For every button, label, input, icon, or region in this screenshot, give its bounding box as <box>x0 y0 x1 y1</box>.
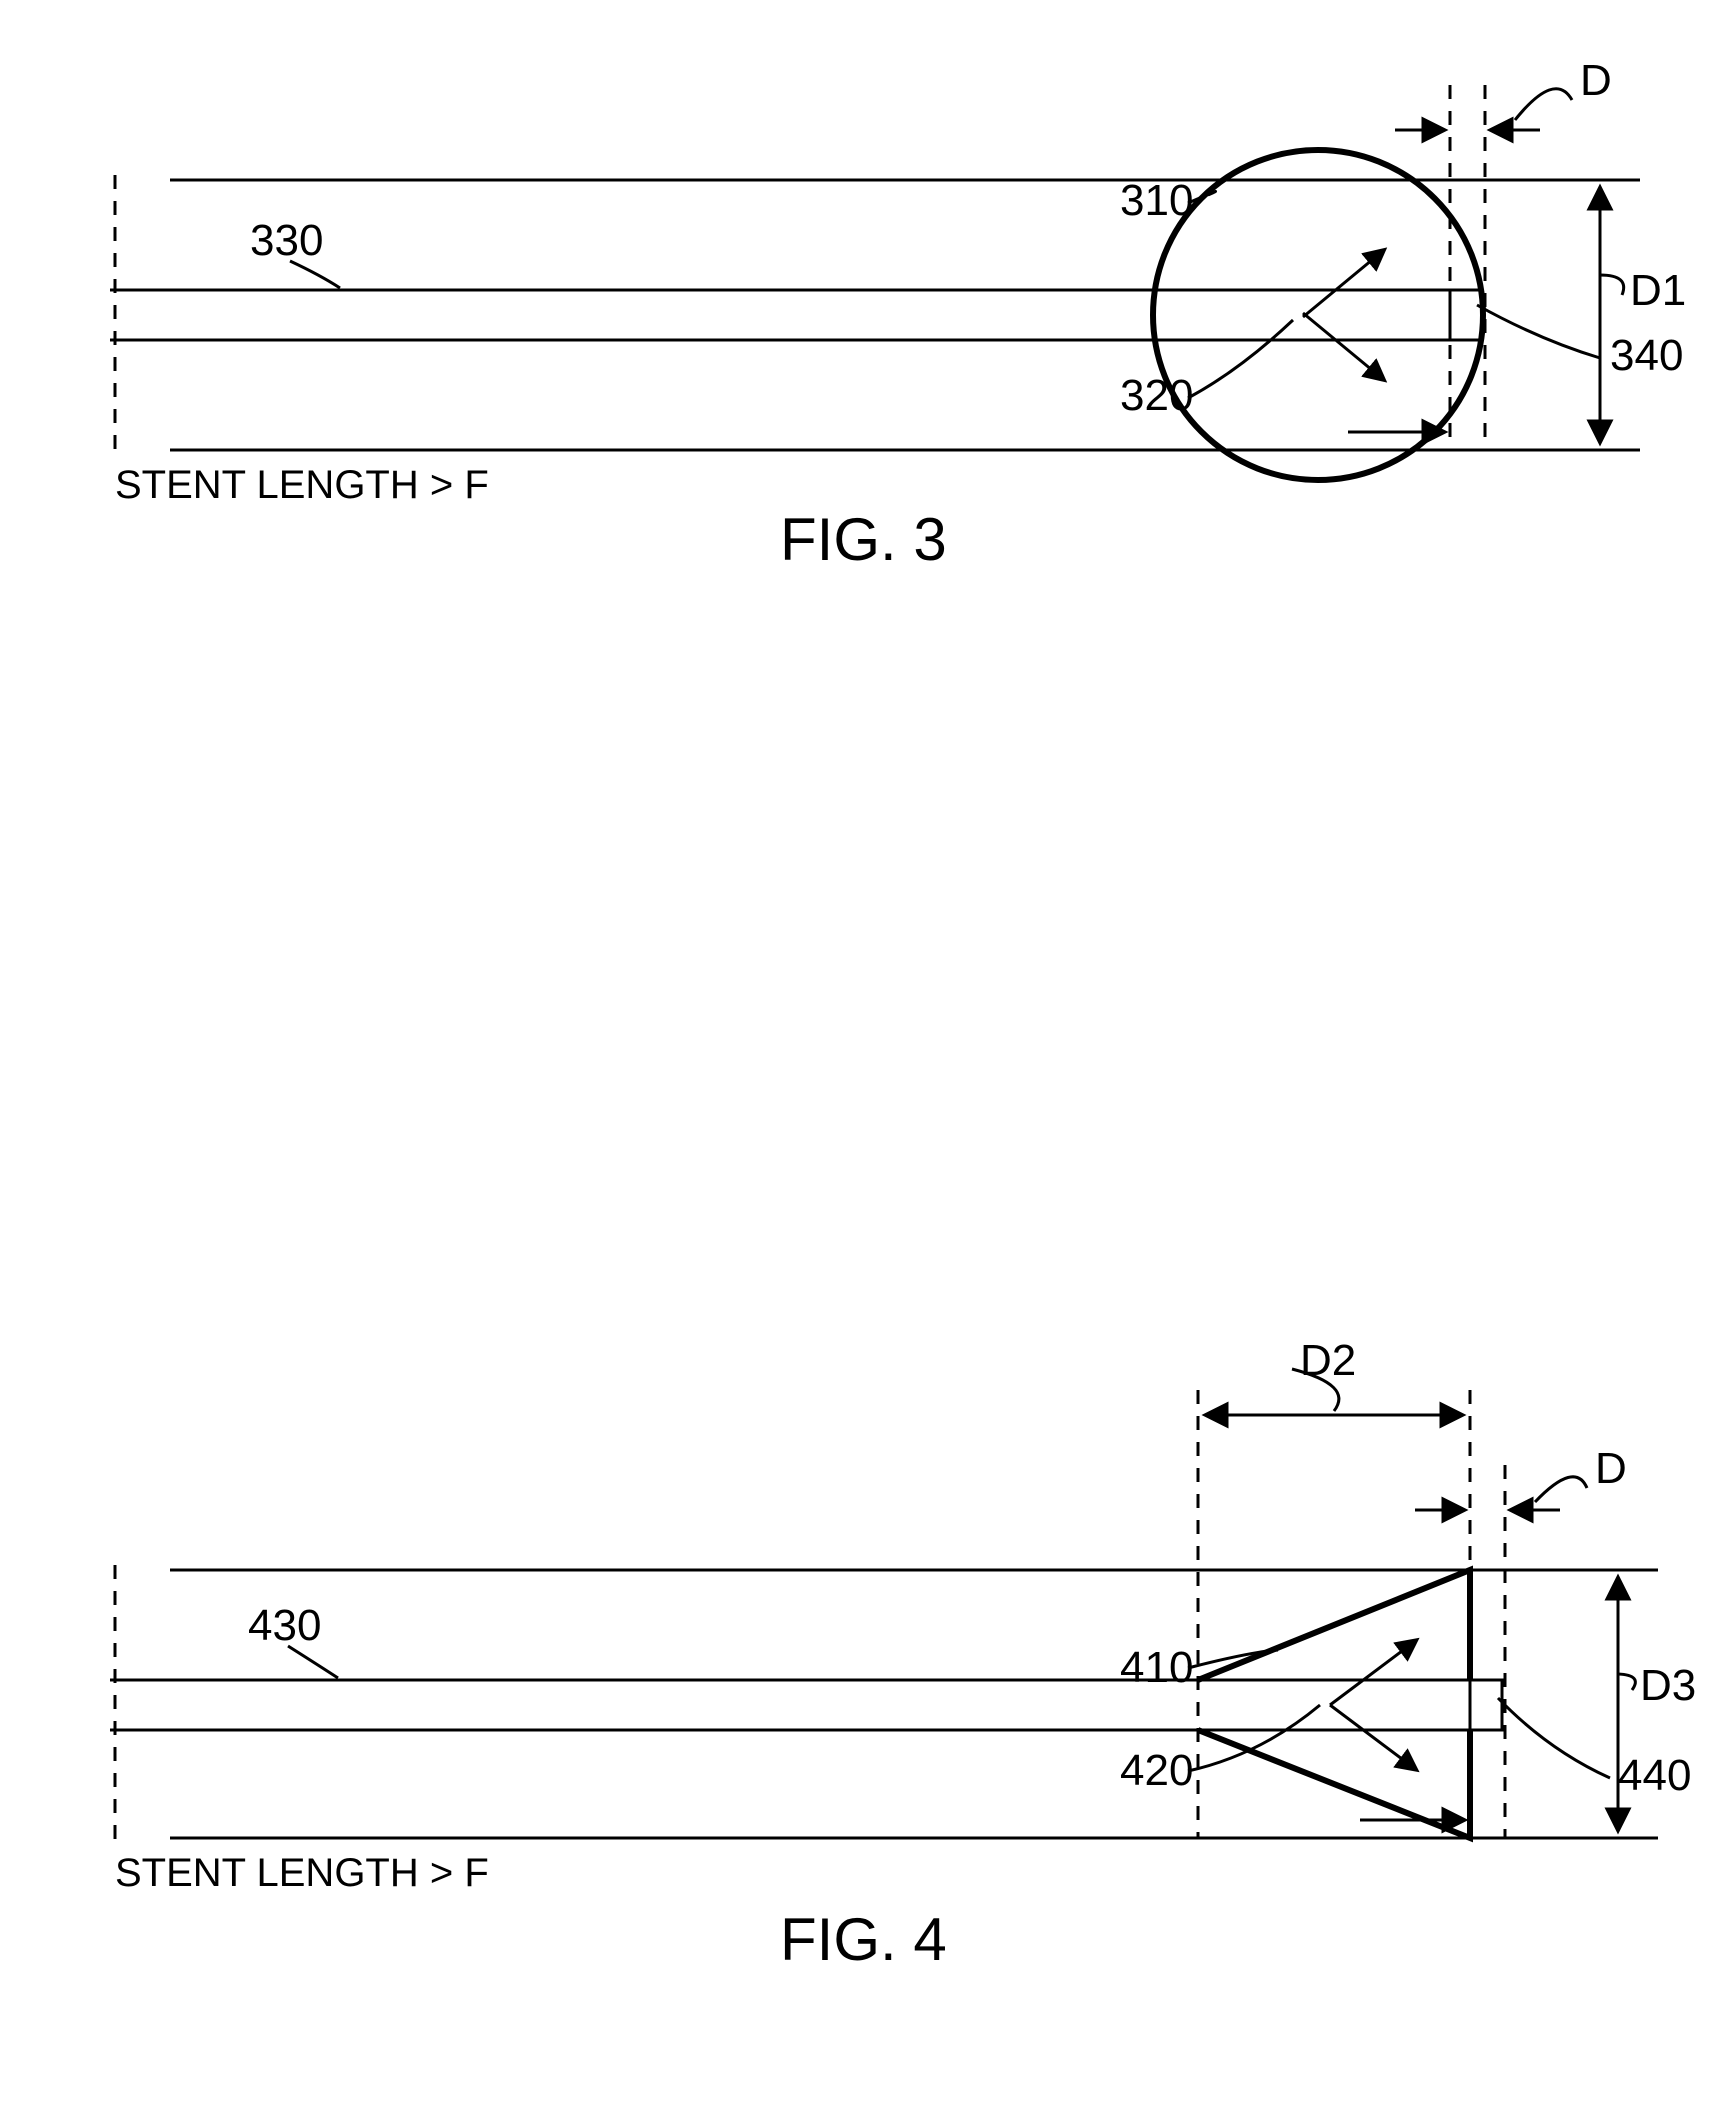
fig3-label-310: 310 <box>1120 176 1193 225</box>
fig4-end-rect <box>1470 1680 1502 1730</box>
fig4-label-d: D <box>1595 1444 1627 1493</box>
fig4-flare-bot <box>1198 1730 1470 1838</box>
fig4-430-leader <box>288 1646 338 1678</box>
fig4-inner-arrow-up <box>1330 1645 1410 1705</box>
figure-3: 330 310 320 340 D D1 STENT LENGTH > F FI… <box>110 56 1686 573</box>
fig4-caption: FIG. 4 <box>780 1906 947 1973</box>
fig4-label-420: 420 <box>1120 1746 1193 1795</box>
fig4-label-d2: D2 <box>1300 1336 1356 1385</box>
figure-4: 430 410 420 440 D D2 D3 STENT LENGTH > F… <box>110 1336 1696 1973</box>
fig3-caption: FIG. 3 <box>780 506 947 573</box>
fig3-label-330: 330 <box>250 216 323 265</box>
fig3-label-d1: D1 <box>1630 266 1686 315</box>
fig4-flare-top <box>1198 1570 1470 1680</box>
fig3-label-d: D <box>1580 56 1612 105</box>
fig4-d-leader <box>1535 1477 1587 1502</box>
fig4-label-430: 430 <box>248 1601 321 1650</box>
fig4-440-leader <box>1498 1698 1610 1778</box>
fig3-inner-arrow-up <box>1303 255 1378 317</box>
fig4-label-d3: D3 <box>1640 1661 1696 1710</box>
fig4-label-410: 410 <box>1120 1643 1193 1692</box>
fig3-d-leader <box>1515 89 1572 120</box>
fig3-d1-leader <box>1600 275 1624 295</box>
fig4-stent-note: STENT LENGTH > F <box>115 1851 489 1895</box>
fig3-end-rect <box>1450 290 1482 340</box>
fig3-320-leader <box>1188 320 1293 398</box>
fig4-inner-arrow-dn <box>1330 1705 1410 1765</box>
fig3-stent-note: STENT LENGTH > F <box>115 463 489 507</box>
fig3-inner-arrow-dn <box>1303 313 1378 375</box>
fig3-label-340: 340 <box>1610 331 1683 380</box>
fig4-420-leader <box>1188 1705 1320 1771</box>
fig3-330-leader <box>290 261 340 288</box>
fig3-340-leader <box>1477 305 1600 358</box>
fig3-label-320: 320 <box>1120 371 1193 420</box>
fig4-d3-leader <box>1618 1674 1635 1690</box>
fig4-label-440: 440 <box>1618 1751 1691 1800</box>
